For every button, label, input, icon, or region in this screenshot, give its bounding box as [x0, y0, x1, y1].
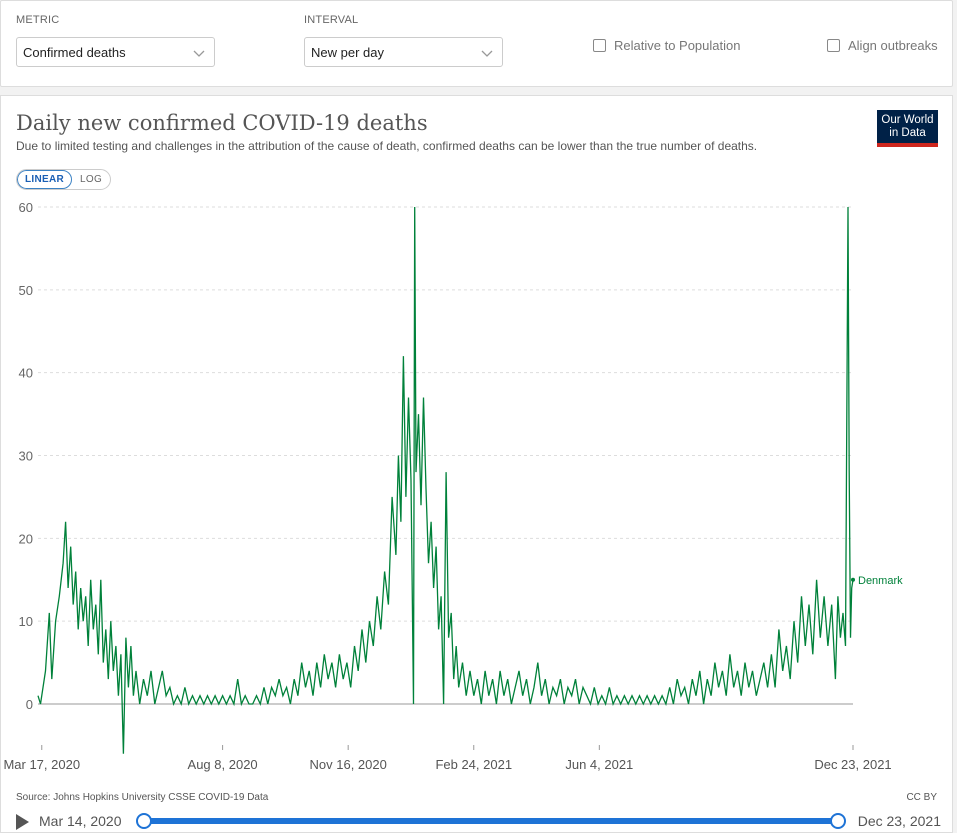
x-tick-label: Mar 17, 2020 — [3, 757, 80, 772]
source-note: Source: Johns Hopkins University CSSE CO… — [16, 792, 269, 803]
series-end-point — [851, 577, 855, 582]
play-icon[interactable] — [16, 814, 29, 830]
align-outbreaks-label: Align outbreaks — [848, 38, 938, 53]
y-tick-label: 10 — [19, 614, 33, 629]
y-tick-label: 0 — [26, 697, 33, 712]
y-tick-label: 40 — [19, 366, 33, 381]
x-tick-label: Dec 23, 2021 — [814, 757, 891, 772]
timeline-start-date: Mar 14, 2020 — [39, 813, 122, 829]
owid-logo[interactable]: Our World in Data — [877, 110, 938, 147]
interval-label: INTERVAL — [304, 14, 359, 26]
x-tick-label: Aug 8, 2020 — [188, 757, 258, 772]
relative-to-population-checkbox[interactable]: Relative to Population — [593, 38, 740, 53]
license-link[interactable]: CC BY — [906, 792, 937, 803]
series-line-denmark — [37, 206, 854, 754]
metric-select[interactable]: Confirmed deaths — [16, 37, 215, 67]
linear-scale-button[interactable]: LINEAR — [17, 170, 73, 189]
y-tick-label: 50 — [19, 283, 33, 298]
x-tick-label: Jun 4, 2021 — [565, 757, 633, 772]
grid-lines — [38, 206, 853, 705]
y-axis-ticks: 0 10 20 30 40 50 60 — [19, 200, 33, 712]
timeline-end-date: Dec 23, 2021 — [857, 813, 941, 829]
timeline-end-handle[interactable] — [830, 813, 846, 829]
interval-select-value: New per day — [311, 45, 384, 60]
x-axis-ticks: Mar 17, 2020 Aug 8, 2020 Nov 16, 2020 Feb 2… — [3, 745, 892, 772]
y-tick-label: 60 — [19, 200, 33, 215]
logo-line-1: Our World — [881, 114, 934, 126]
metric-label: METRIC — [16, 14, 60, 26]
series-label-denmark: Denmark — [858, 575, 903, 587]
chart-title: Daily new confirmed COVID-19 deaths — [16, 111, 428, 135]
log-scale-button[interactable]: LOG — [80, 174, 103, 185]
chevron-down-icon — [481, 50, 493, 57]
chevron-down-icon — [193, 50, 205, 57]
checkbox-box[interactable] — [827, 39, 840, 52]
timeline: Mar 14, 2020 Dec 23, 2021 — [16, 810, 941, 832]
checkbox-box[interactable] — [593, 39, 606, 52]
x-tick-label: Nov 16, 2020 — [310, 757, 387, 772]
controls-bar: METRIC Confirmed deaths INTERVAL New per… — [0, 0, 953, 87]
timeline-track[interactable] — [143, 818, 838, 824]
logo-bar — [877, 143, 938, 147]
y-tick-label: 30 — [19, 449, 33, 464]
logo-line-2: in Data — [889, 127, 926, 139]
chart-plot: 0 10 20 30 40 50 60 Mar 17, 2020 Aug 8, 2020 Nov… — [3, 200, 903, 772]
interval-select[interactable]: New per day — [304, 37, 503, 67]
timeline-start-handle[interactable] — [136, 813, 152, 829]
y-tick-label: 20 — [19, 531, 33, 546]
relative-to-population-label: Relative to Population — [614, 38, 741, 53]
chart-subtitle: Due to limited testing and challenges in… — [16, 139, 758, 153]
x-tick-label: Feb 24, 2021 — [435, 757, 512, 772]
metric-select-value: Confirmed deaths — [23, 45, 126, 60]
chart-panel: Daily new confirmed COVID-19 deaths Due … — [0, 95, 953, 833]
align-outbreaks-checkbox[interactable]: Align outbreaks — [827, 38, 938, 53]
scale-toggle[interactable]: LINEAR LOG — [16, 169, 112, 190]
